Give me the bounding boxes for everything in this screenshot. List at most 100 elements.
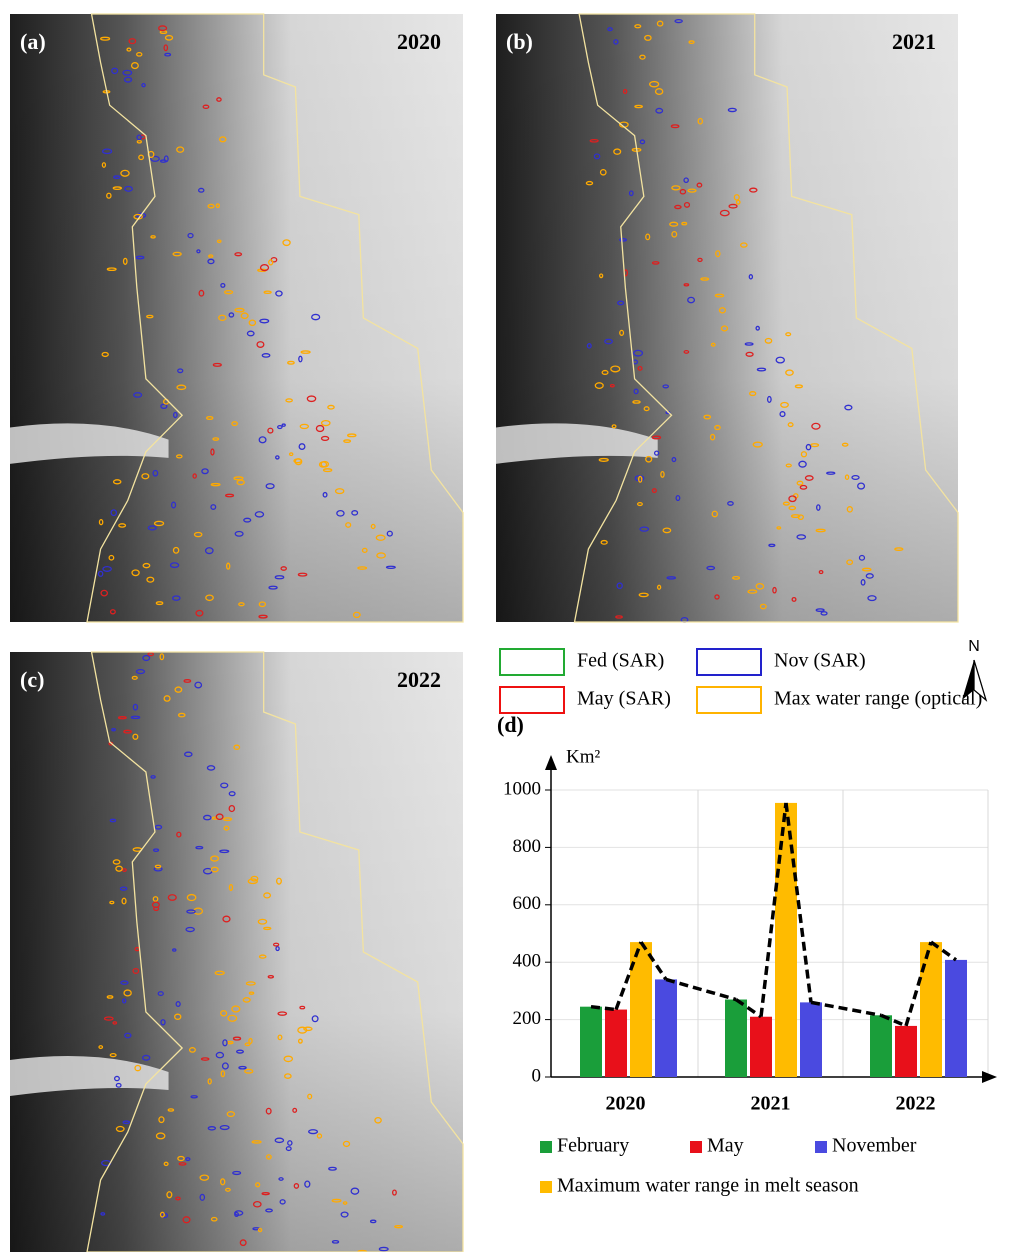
lake-outline (247, 878, 258, 885)
lake-outline (150, 155, 160, 162)
lake-outline (316, 1133, 323, 1139)
lake-outline (155, 1132, 166, 1140)
lake-outline (593, 153, 601, 160)
y-tick-label: 400 (513, 951, 542, 972)
lake-outline (268, 585, 278, 590)
lake-outline (311, 313, 321, 321)
lake-outline (710, 342, 716, 347)
lake-outline (163, 1161, 169, 1167)
study-boundary (573, 13, 959, 623)
lake-outline (218, 314, 227, 322)
lake-outline (122, 1120, 131, 1125)
lake-outline (199, 1174, 210, 1181)
lake-outline (263, 892, 272, 899)
image-shade (10, 14, 463, 622)
lake-outline (147, 652, 154, 657)
lake-outline (164, 34, 174, 41)
lake-outline (211, 816, 219, 820)
lake-outline (176, 384, 187, 391)
lake-outline (112, 1021, 118, 1025)
y-axis-label: Km² (566, 746, 601, 767)
lake-outline (210, 504, 217, 510)
lake-outline (594, 382, 604, 389)
lake-outline (234, 307, 245, 313)
trend-line (784, 802, 813, 1003)
lake-outline (794, 384, 803, 389)
lake-outline (299, 423, 310, 430)
lake-outline (258, 436, 267, 444)
lake-outline (222, 915, 231, 923)
lake-outline (275, 290, 283, 297)
lake-outline (671, 185, 681, 191)
trend-line (590, 1004, 617, 1012)
lake-outline (109, 900, 115, 905)
lake-outline (235, 1049, 245, 1054)
legend-swatch (540, 1141, 552, 1153)
lake-outline (128, 38, 137, 45)
lake-outline (136, 51, 143, 57)
lake-outline (172, 595, 181, 601)
lake-outline (342, 1140, 351, 1148)
lake-outline (152, 848, 160, 852)
lake-outline (735, 199, 741, 205)
lake-outline (276, 877, 282, 885)
lake-outline (687, 296, 696, 304)
lake-outline (327, 404, 335, 410)
lake-outline (637, 366, 643, 371)
lake-outline (257, 1227, 263, 1233)
y-axis-arrow (545, 755, 557, 770)
lake-outline (150, 775, 156, 779)
lake-outline (357, 566, 368, 570)
lake-outline (248, 991, 255, 995)
lake-outline (328, 1166, 337, 1171)
lake-outline (643, 406, 650, 412)
lake-outline (263, 926, 272, 931)
lake-outline (141, 473, 150, 480)
lake-outline (811, 422, 821, 430)
legend-swatch (696, 686, 762, 714)
lake-outline (141, 82, 146, 88)
map-panels: (a) 2020 (b) 2021 (c) 2022 (10, 13, 959, 1252)
lake-outline (634, 104, 644, 109)
lake-outline (308, 1129, 319, 1135)
panel-label: (a) (20, 29, 46, 54)
trend-line (639, 941, 668, 981)
lake-outline (613, 39, 619, 45)
lake-outline (709, 433, 716, 441)
lake-outline (178, 1162, 187, 1166)
lake-outline (320, 419, 331, 427)
lake-outline (748, 274, 754, 280)
lake-outline (297, 1038, 303, 1044)
lake-outline (615, 615, 623, 619)
lake-outline (607, 27, 613, 32)
lake-outline (369, 1219, 377, 1224)
lake-outline (651, 261, 660, 265)
lake-outline (265, 1107, 272, 1115)
lake-outline (306, 395, 317, 403)
lake-outline (167, 1108, 175, 1112)
map-legend: Fed (SAR) Nov (SAR) May (SAR) Max water ran… (499, 638, 988, 714)
lake-outline (242, 997, 251, 1003)
lake-outline (135, 668, 146, 675)
lake-outline (655, 107, 664, 114)
lake-outline (283, 1073, 292, 1079)
lake-outline (815, 528, 826, 533)
lake-outline (745, 351, 754, 357)
lake-outline (203, 814, 212, 821)
lake-outline (210, 866, 219, 873)
lake-outline (258, 601, 267, 608)
legend-swatch (540, 1181, 552, 1193)
lake-outline (589, 138, 599, 143)
lake-outline (267, 974, 275, 979)
lake-outline (233, 476, 244, 481)
lake-outline (176, 831, 182, 838)
legend-swatch (815, 1141, 827, 1153)
glacier-outlet (10, 423, 169, 464)
y-tick-label: 200 (513, 1008, 542, 1029)
lake-outline (126, 47, 132, 52)
lake-outline (223, 825, 230, 831)
y-tick-label: 1000 (503, 778, 541, 799)
lake-outline (136, 134, 142, 141)
glacier-outlet (10, 1056, 169, 1096)
lake-outline (210, 855, 220, 862)
